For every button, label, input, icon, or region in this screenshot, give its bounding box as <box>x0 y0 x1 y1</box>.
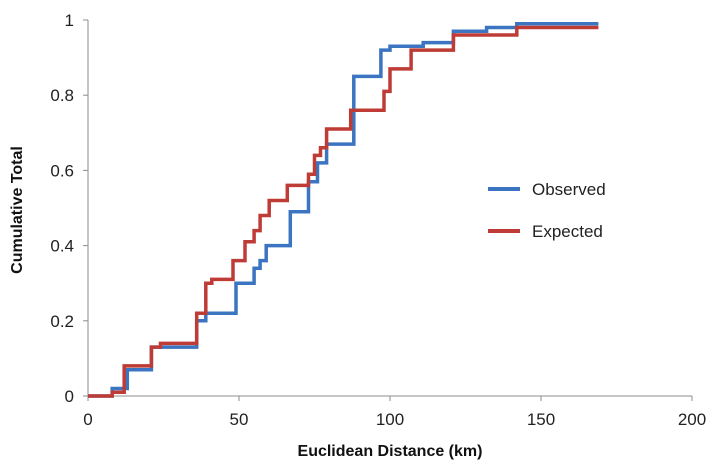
legend-label-expected: Expected <box>532 222 603 241</box>
legend: Observed Expected <box>488 180 606 241</box>
series-lines <box>88 22 599 398</box>
series-line-expected <box>88 25 599 398</box>
x-tick-label: 0 <box>83 410 92 429</box>
x-axis-title: Euclidean Distance (km) <box>298 443 483 460</box>
x-tick-label: 100 <box>376 410 404 429</box>
x-tick-label: 150 <box>527 410 555 429</box>
legend-label-observed: Observed <box>532 180 606 199</box>
y-axis-title: Cumulative Total <box>9 146 26 274</box>
x-tick-label: 200 <box>678 410 706 429</box>
y-axis-ticks: 0 0.2 0.4 0.6 0.8 1 <box>50 11 88 406</box>
y-tick-label: 0.8 <box>50 86 74 105</box>
y-tick-label: 0 <box>65 387 74 406</box>
x-tick-label: 50 <box>230 410 249 429</box>
series-line-observed <box>88 22 599 398</box>
y-tick-label: 0.6 <box>50 161 74 180</box>
x-axis-ticks: 0 50 100 150 200 <box>83 396 706 429</box>
y-tick-label: 0.2 <box>50 312 74 331</box>
y-tick-label: 1 <box>65 11 74 30</box>
y-tick-label: 0.4 <box>50 237 74 256</box>
